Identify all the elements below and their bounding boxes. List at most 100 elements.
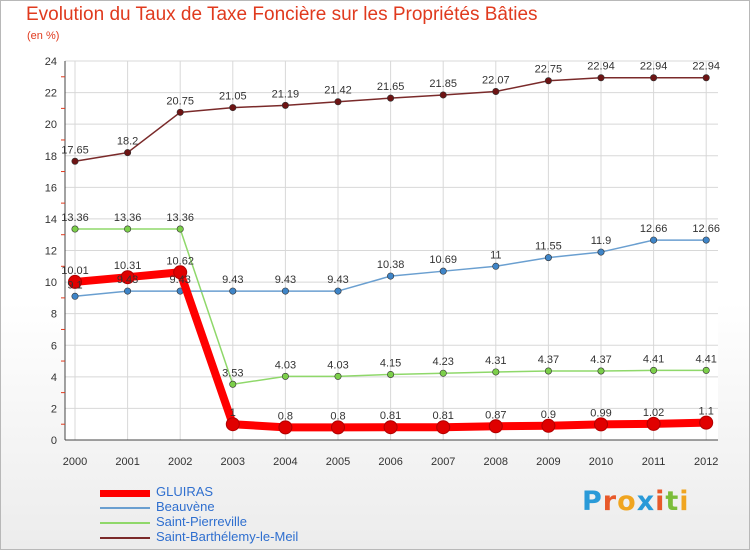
x-tick-label: 2010 bbox=[589, 456, 613, 468]
data-point bbox=[229, 380, 237, 388]
data-label: 0.9 bbox=[541, 409, 556, 421]
data-point bbox=[439, 91, 447, 99]
data-label: 10.62 bbox=[166, 255, 194, 267]
logo-letter: i bbox=[679, 486, 690, 517]
data-label: 1 bbox=[230, 407, 236, 419]
data-point bbox=[281, 372, 289, 380]
data-point bbox=[383, 420, 398, 435]
data-point bbox=[334, 98, 342, 106]
x-tick-label: 2002 bbox=[168, 456, 192, 468]
data-point bbox=[124, 225, 132, 233]
logo-letter: o bbox=[617, 486, 637, 517]
data-label: 17.65 bbox=[61, 144, 89, 156]
data-point bbox=[492, 368, 500, 376]
data-point bbox=[702, 366, 710, 374]
data-point bbox=[281, 101, 289, 109]
data-label: 4.41 bbox=[643, 353, 664, 365]
data-label: 0.8 bbox=[330, 410, 345, 422]
data-label: 0.99 bbox=[590, 407, 611, 419]
y-tick-label: 10 bbox=[45, 277, 57, 289]
data-point bbox=[702, 74, 710, 82]
y-tick-label: 18 bbox=[45, 151, 57, 163]
logo-letter: t bbox=[665, 486, 680, 517]
data-label: 1.02 bbox=[643, 407, 664, 419]
data-point bbox=[597, 367, 605, 375]
data-point bbox=[229, 287, 237, 295]
data-label: 9.43 bbox=[169, 274, 190, 286]
data-point bbox=[699, 415, 714, 430]
data-label: 21.85 bbox=[429, 78, 457, 90]
legend-label-saint-barthelemy: Saint-Barthélemy-le-Meil bbox=[156, 529, 299, 544]
data-point bbox=[541, 418, 556, 433]
data-label: 9.43 bbox=[117, 274, 138, 286]
data-label: 0.87 bbox=[485, 409, 506, 421]
legend-label-gluiras: GLUIRAS bbox=[156, 484, 214, 499]
y-tick-label: 24 bbox=[45, 56, 57, 68]
data-label: 9.43 bbox=[222, 274, 243, 286]
data-label: 22.94 bbox=[640, 61, 668, 73]
data-label: 0.8 bbox=[278, 410, 293, 422]
data-point bbox=[492, 87, 500, 95]
data-point bbox=[176, 225, 184, 233]
x-tick-label: 2008 bbox=[484, 456, 508, 468]
y-tick-label: 14 bbox=[45, 214, 57, 226]
data-label: 4.37 bbox=[590, 354, 611, 366]
data-point bbox=[278, 420, 293, 435]
data-label: 12.66 bbox=[640, 223, 668, 235]
data-point bbox=[702, 236, 710, 244]
y-tick-label: 22 bbox=[45, 88, 57, 100]
data-point bbox=[120, 270, 135, 285]
data-label: 10.38 bbox=[377, 259, 405, 271]
data-label: 21.42 bbox=[324, 85, 352, 97]
data-label: 11.9 bbox=[591, 235, 612, 247]
data-point bbox=[646, 416, 661, 431]
data-point bbox=[544, 254, 552, 262]
logo-letter: x bbox=[636, 486, 656, 517]
logo-letter: P bbox=[582, 486, 603, 517]
data-label: 4.15 bbox=[380, 357, 401, 369]
x-tick-label: 2000 bbox=[63, 456, 87, 468]
data-label: 4.23 bbox=[432, 356, 453, 368]
data-point bbox=[225, 417, 240, 432]
legend-label-beauvene: Beauvène bbox=[156, 499, 215, 514]
data-point bbox=[71, 225, 79, 233]
data-label: 13.36 bbox=[114, 212, 142, 224]
data-label: 9.43 bbox=[327, 274, 348, 286]
data-point bbox=[597, 248, 605, 256]
data-label: 20.75 bbox=[166, 95, 194, 107]
data-point bbox=[436, 420, 451, 435]
chart-title: Evolution du Taux de Taxe Foncière sur l… bbox=[26, 4, 538, 25]
data-label: 0.81 bbox=[380, 410, 401, 422]
x-tick-label: 2007 bbox=[431, 456, 455, 468]
data-label: 22.94 bbox=[587, 61, 615, 73]
data-label: 12.66 bbox=[692, 223, 720, 235]
y-tick-label: 20 bbox=[45, 119, 57, 131]
data-label: 4.03 bbox=[327, 359, 348, 371]
data-point bbox=[124, 149, 132, 157]
data-point bbox=[492, 262, 500, 270]
data-label: 1.1 bbox=[699, 406, 714, 418]
proxiti-logo: Proxiti bbox=[582, 486, 690, 517]
data-point bbox=[387, 94, 395, 102]
data-point bbox=[173, 265, 188, 280]
data-label: 0.81 bbox=[432, 410, 453, 422]
y-tick-label: 16 bbox=[45, 182, 57, 194]
data-point bbox=[594, 417, 608, 432]
data-point bbox=[176, 108, 184, 116]
data-point bbox=[71, 157, 79, 165]
data-label: 21.19 bbox=[272, 88, 300, 100]
data-label: 3.53 bbox=[222, 367, 243, 379]
y-tick-label: 0 bbox=[51, 435, 57, 447]
y-tick-label: 8 bbox=[51, 309, 57, 321]
data-label: 4.37 bbox=[538, 354, 559, 366]
logo-letter: i bbox=[655, 486, 666, 517]
data-point bbox=[124, 287, 132, 295]
y-tick-label: 12 bbox=[45, 246, 57, 258]
data-label: 22.75 bbox=[535, 64, 563, 76]
y-tick-label: 4 bbox=[51, 372, 57, 384]
data-point bbox=[334, 287, 342, 295]
data-point bbox=[439, 369, 447, 377]
data-point bbox=[650, 366, 658, 374]
data-label: 4.31 bbox=[485, 355, 506, 367]
data-label: 13.36 bbox=[166, 212, 194, 224]
